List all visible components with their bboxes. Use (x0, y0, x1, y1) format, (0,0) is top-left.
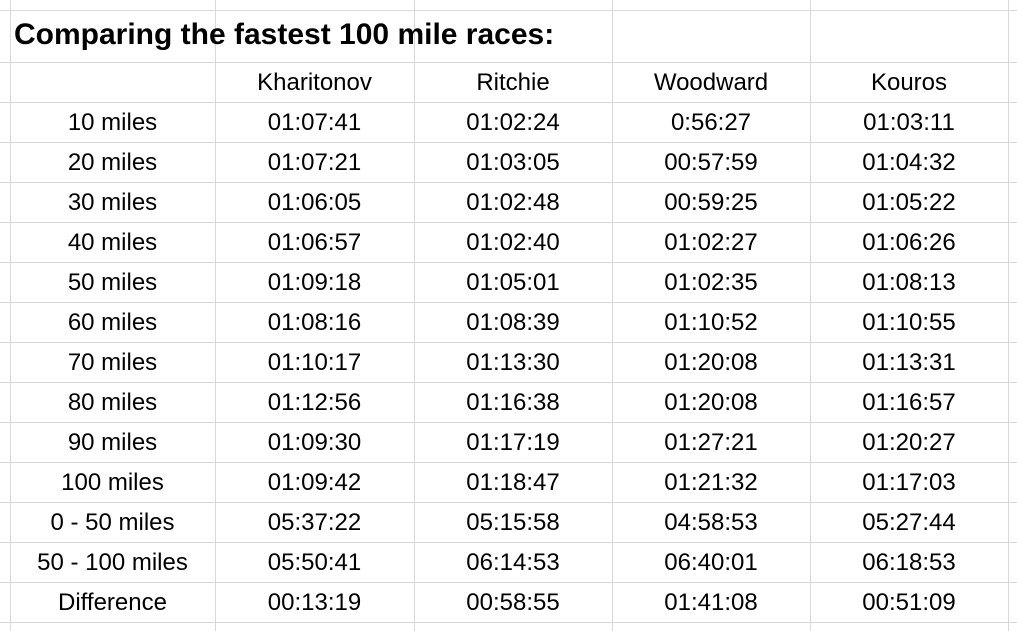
grid-line (0, 582, 1017, 583)
grid-line (0, 342, 1017, 343)
row-label: 10 miles (67, 109, 158, 136)
time-cell: 01:02:40 (466, 229, 560, 256)
grid-line (0, 142, 1017, 143)
grid-line (0, 62, 1017, 63)
time-cell: 06:14:53 (466, 549, 560, 576)
column-header: Kouros (870, 69, 948, 96)
grid-line (0, 422, 1017, 423)
row-label: 60 miles (67, 309, 158, 336)
time-cell: 01:06:05 (267, 189, 362, 216)
time-cell: 00:59:25 (664, 189, 758, 216)
grid-line (10, 0, 11, 631)
time-cell: 01:06:26 (862, 229, 956, 256)
time-cell: 01:07:41 (267, 109, 362, 136)
time-cell: 05:37:22 (267, 509, 362, 536)
time-cell: 05:15:58 (466, 509, 560, 536)
time-cell: 01:41:08 (664, 589, 758, 616)
time-cell: 01:02:35 (664, 269, 758, 296)
column-header: Kharitonov (257, 69, 372, 96)
time-cell: 01:17:19 (466, 429, 560, 456)
grid-line (0, 382, 1017, 383)
grid-line (612, 0, 613, 631)
time-cell: 01:07:21 (267, 149, 362, 176)
grid-line (0, 222, 1017, 223)
time-cell: 01:12:56 (267, 389, 362, 416)
row-label: 90 miles (67, 429, 158, 456)
time-cell: 01:17:03 (862, 469, 956, 496)
grid-line (0, 622, 1017, 623)
time-cell: 01:13:31 (862, 349, 956, 376)
time-cell: 00:13:19 (267, 589, 362, 616)
time-cell: 01:10:52 (664, 309, 758, 336)
row-label: 20 miles (67, 149, 158, 176)
grid-line (414, 0, 415, 631)
row-label: 0 - 50 miles (50, 509, 175, 536)
time-cell: 01:20:08 (664, 349, 758, 376)
time-cell: 01:03:11 (863, 109, 955, 136)
time-cell: 00:51:09 (862, 589, 956, 616)
row-label: Difference (58, 589, 167, 616)
grid-line (810, 0, 811, 631)
time-cell: 05:27:44 (862, 509, 956, 536)
time-cell: 01:20:08 (664, 389, 758, 416)
time-cell: 05:50:41 (267, 549, 362, 576)
time-cell: 01:21:32 (664, 469, 758, 496)
grid-line (1008, 0, 1009, 631)
time-cell: 01:05:22 (862, 189, 956, 216)
time-cell: 01:09:30 (267, 429, 362, 456)
time-cell: 00:57:59 (664, 149, 758, 176)
column-header: Woodward (653, 69, 769, 96)
time-cell: 01:02:48 (466, 189, 560, 216)
sheet-title: Comparing the fastest 100 mile races: (14, 18, 555, 51)
row-label: 40 miles (67, 229, 158, 256)
time-cell: 00:58:55 (466, 589, 560, 616)
grid-line (0, 182, 1017, 183)
row-label: 70 miles (67, 349, 158, 376)
time-cell: 01:09:42 (267, 469, 362, 496)
grid-line (0, 102, 1017, 103)
time-cell: 01:08:39 (466, 309, 560, 336)
time-cell: 01:18:47 (466, 469, 560, 496)
grid-line (0, 542, 1017, 543)
row-label: 80 miles (67, 389, 158, 416)
row-label: 50 - 100 miles (37, 549, 188, 576)
time-cell: 01:16:38 (466, 389, 560, 416)
column-header: Ritchie (476, 69, 550, 96)
time-cell: 0:56:27 (670, 109, 752, 136)
row-label: 30 miles (67, 189, 158, 216)
grid-line (0, 302, 1017, 303)
grid-line (0, 502, 1017, 503)
grid-line (215, 0, 216, 631)
time-cell: 01:16:57 (862, 389, 956, 416)
time-cell: 01:05:01 (466, 269, 560, 296)
row-label: 100 miles (61, 469, 164, 496)
time-cell: 01:02:27 (664, 229, 758, 256)
time-cell: 01:06:57 (267, 229, 362, 256)
time-cell: 01:09:18 (267, 269, 362, 296)
time-cell: 01:13:30 (466, 349, 560, 376)
time-cell: 01:08:16 (267, 309, 362, 336)
time-cell: 01:03:05 (466, 149, 560, 176)
time-cell: 01:10:55 (862, 309, 956, 336)
time-cell: 01:08:13 (862, 269, 956, 296)
time-cell: 01:20:27 (862, 429, 956, 456)
time-cell: 01:27:21 (664, 429, 758, 456)
time-cell: 01:10:17 (267, 349, 362, 376)
time-cell: 06:18:53 (862, 549, 956, 576)
time-cell: 04:58:53 (664, 509, 758, 536)
time-cell: 06:40:01 (664, 549, 758, 576)
grid-line (0, 462, 1017, 463)
time-cell: 01:02:24 (466, 109, 560, 136)
grid-line (0, 10, 1017, 11)
time-cell: 01:04:32 (862, 149, 956, 176)
grid-line (0, 262, 1017, 263)
row-label: 50 miles (67, 269, 158, 296)
